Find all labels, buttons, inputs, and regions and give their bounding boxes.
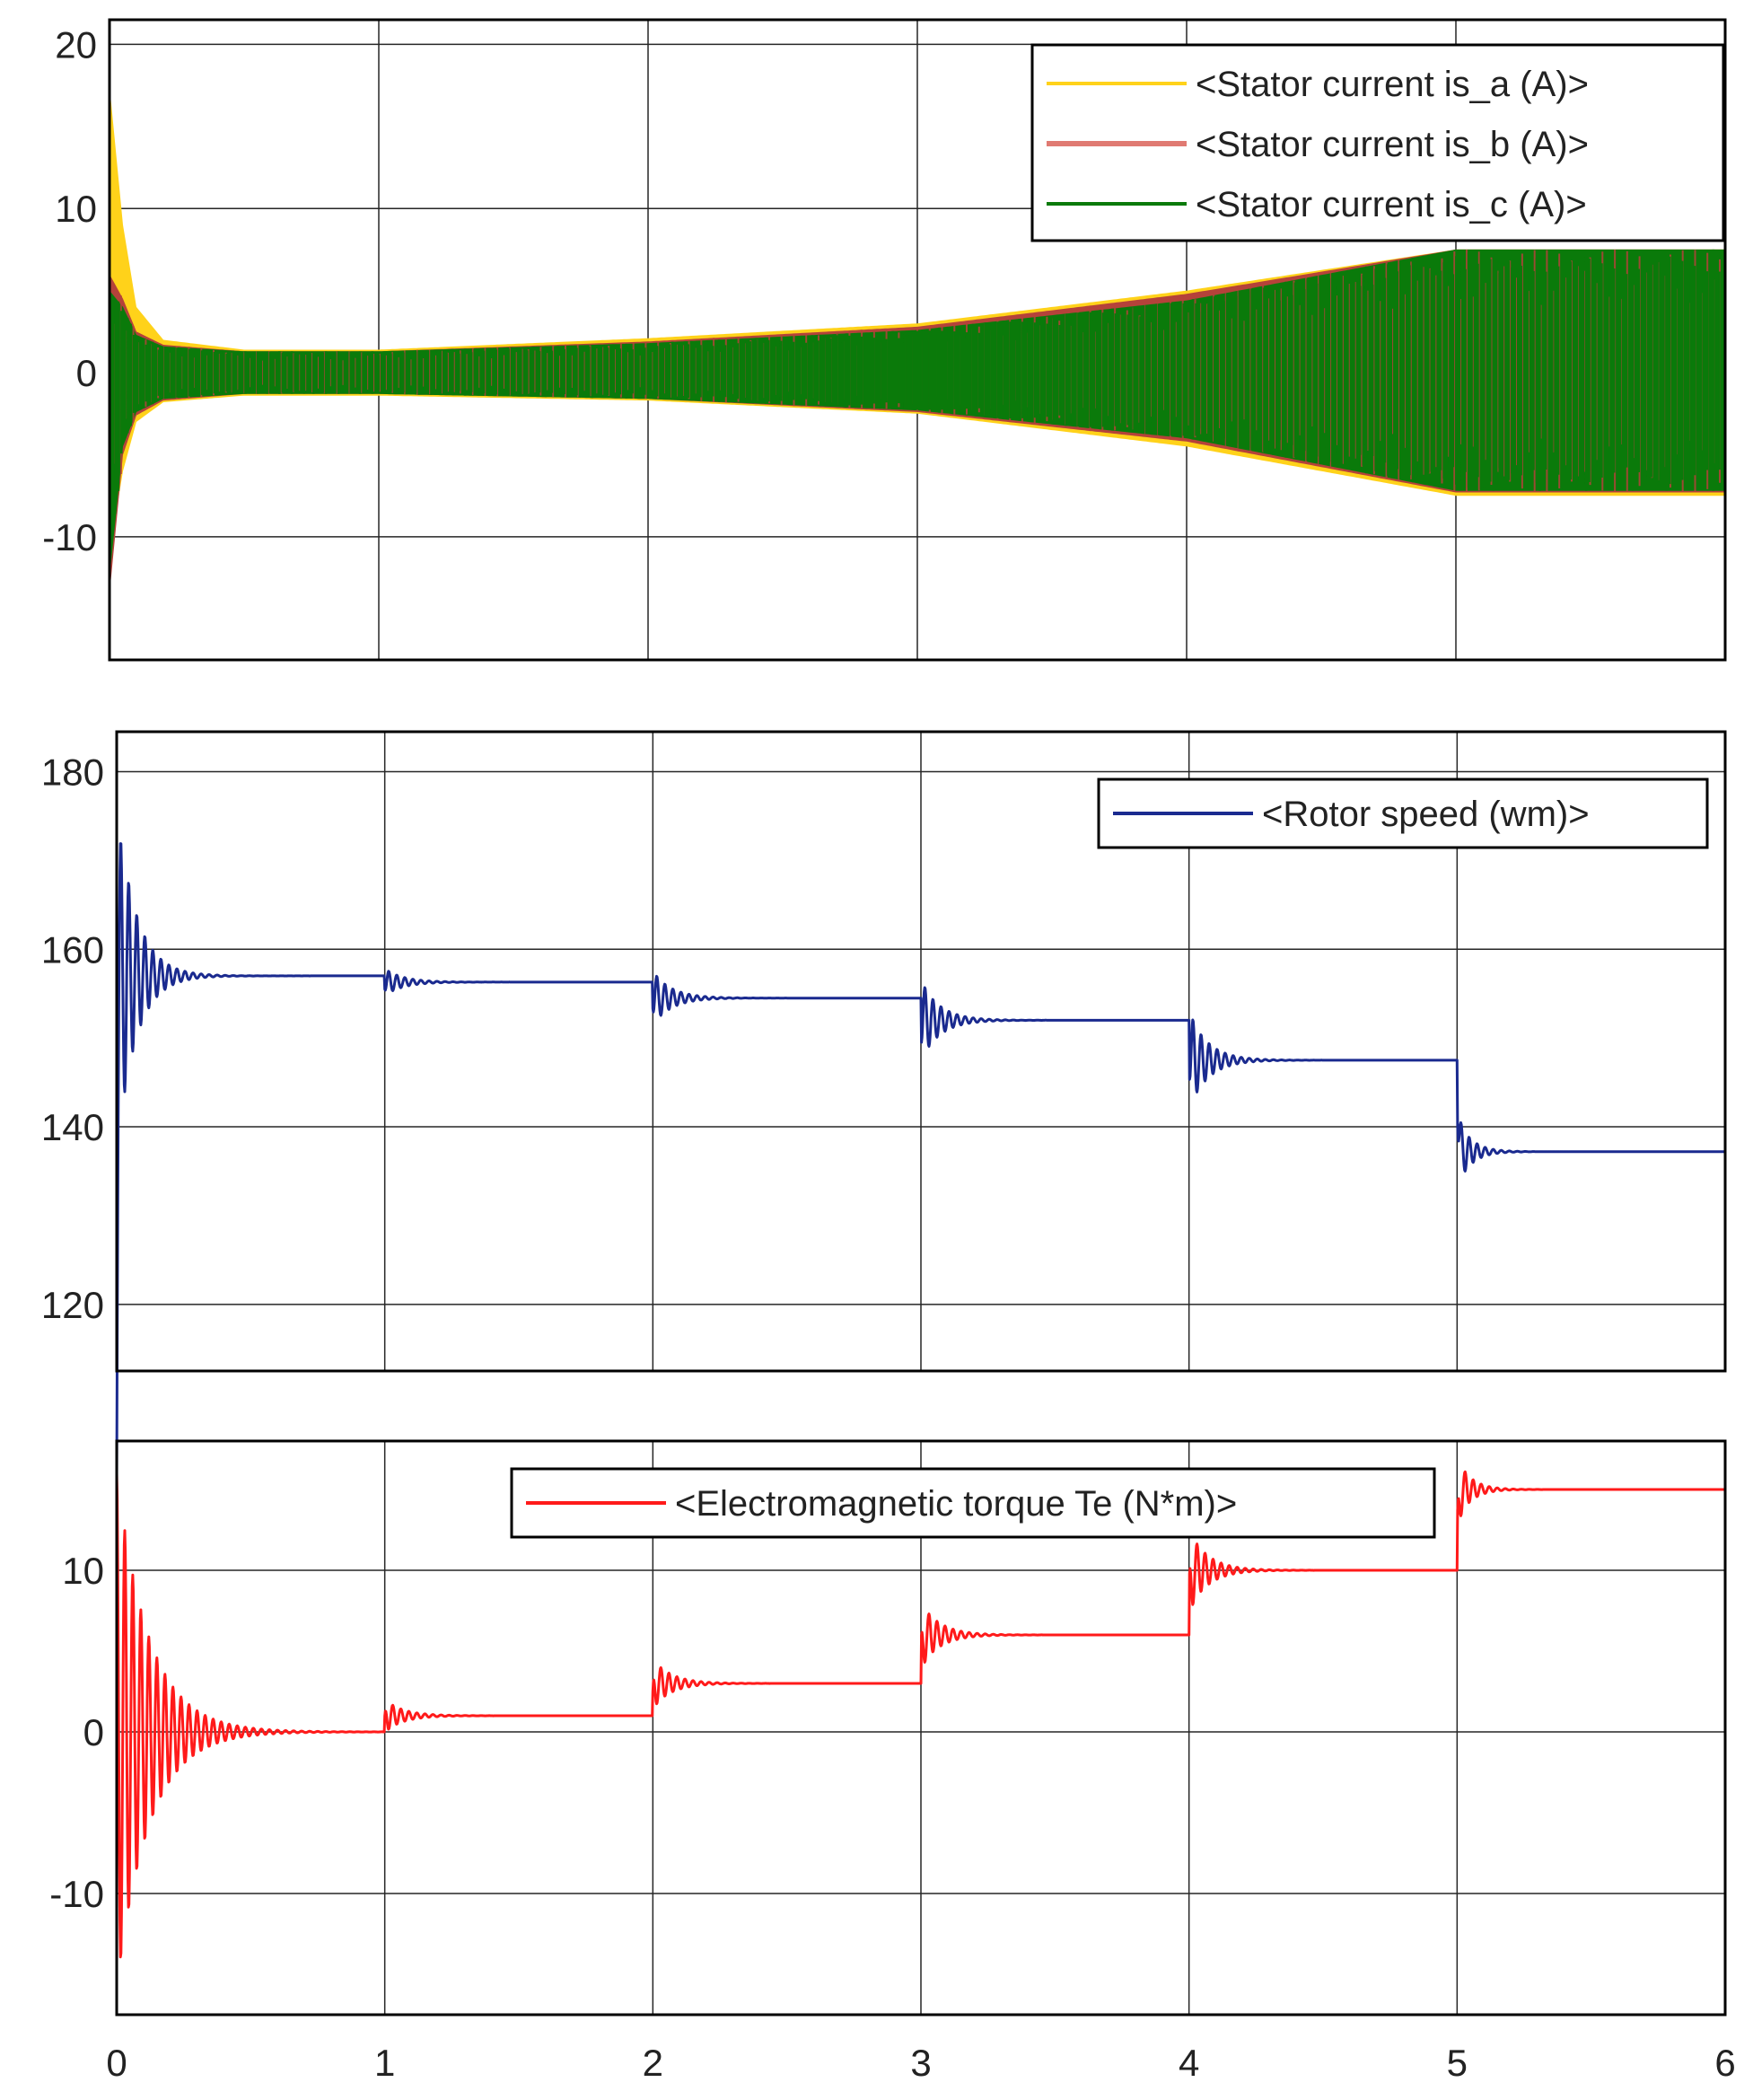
rotor-speed-legend: <Rotor speed (wm)>: [1097, 778, 1709, 849]
y-tick-label: -10: [49, 1873, 104, 1915]
x-tick-label: 4: [1179, 2042, 1199, 2084]
x-tick-label: 0: [106, 2042, 127, 2084]
legend-label-rotor-speed: <Rotor speed (wm)>: [1262, 795, 1590, 834]
torque-x-tick-labels: 0 1 2 3 4 5 6: [106, 2042, 1735, 2084]
stator-current-panel: 20 10 0 -10 <Stator current is_a (A)> <Stat…: [42, 18, 1727, 662]
rotor-speed-series: [115, 842, 1726, 1482]
y-tick-label: 0: [76, 352, 97, 394]
legend-label-is-b: <Stator current is_b (A)>: [1196, 125, 1589, 164]
rotor-speed-axes-frame: [115, 730, 1727, 1373]
legend-label-is-c: <Stator current is_c (A)>: [1196, 185, 1587, 224]
legend-label-is-a: <Stator current is_a (A)>: [1196, 65, 1589, 104]
rotor-speed-line: [115, 842, 1726, 1482]
y-tick-label: 10: [55, 188, 97, 230]
y-tick-label: 180: [41, 751, 104, 794]
stator-current-legend: <Stator current is_a (A)> <Stator curren…: [1030, 43, 1725, 242]
y-tick-label: 120: [41, 1284, 104, 1326]
legend-label-torque: <Electromagnetic torque Te (N*m)>: [675, 1484, 1237, 1524]
series-oscillation-is-c: [110, 249, 1724, 516]
x-tick-label: 6: [1714, 2042, 1735, 2084]
rotor-speed-y-tick-labels: 180 160 140 120: [41, 751, 104, 1326]
y-tick-label: -10: [42, 516, 97, 558]
stator-current-y-tick-labels: 20 10 0 -10: [42, 23, 97, 558]
y-tick-label: 10: [62, 1550, 104, 1592]
torque-panel: 10 0 -10 0 1 2 3 4 5 6 <Electromagnetic torque T…: [49, 1439, 1736, 2084]
x-tick-label: 5: [1447, 2042, 1468, 2084]
y-tick-label: 140: [41, 1106, 104, 1148]
stator-current-series: [110, 85, 1725, 594]
x-tick-label: 3: [910, 2042, 931, 2084]
x-tick-label: 1: [374, 2042, 395, 2084]
rotor-speed-panel: 180 160 140 120 <Rotor speed (wm)>: [41, 730, 1727, 1482]
torque-line: [115, 1470, 1726, 1959]
series-envelope-3: [110, 249, 1725, 578]
stator-current-axes-frame: [108, 18, 1727, 662]
x-tick-label: 2: [643, 2042, 663, 2084]
torque-y-tick-labels: 10 0 -10: [49, 1550, 104, 1915]
y-tick-label: 160: [41, 928, 104, 971]
torque-series: [115, 1470, 1726, 1959]
y-tick-label: 0: [83, 1711, 104, 1753]
torque-legend: <Electromagnetic torque Te (N*m)>: [510, 1467, 1436, 1539]
torque-axes-frame: [115, 1439, 1727, 2017]
y-tick-label: 20: [55, 23, 97, 66]
